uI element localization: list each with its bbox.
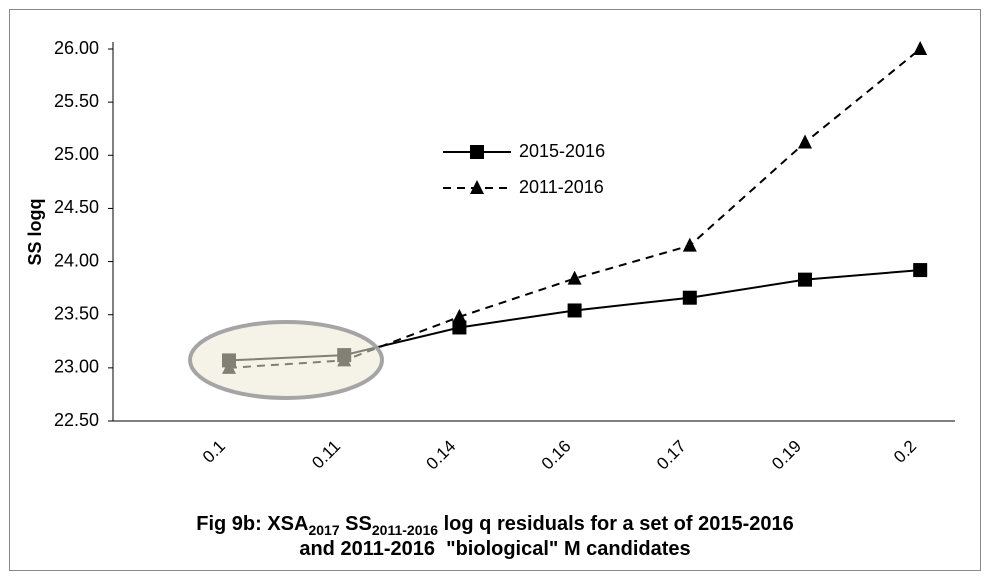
title-segment: log q residuals for a set of 2015-2016 bbox=[438, 513, 794, 535]
y-tick-label: 25.50 bbox=[54, 91, 99, 111]
legend-label: 2015-2016 bbox=[519, 141, 605, 161]
chart-title: Fig 9b: XSA2017 SS2011-2016 log q residu… bbox=[196, 513, 794, 560]
data-point bbox=[913, 263, 928, 278]
title-segment: SS bbox=[340, 513, 372, 535]
chart-frame bbox=[9, 9, 981, 571]
highlight-ellipse bbox=[188, 320, 384, 400]
y-tick-label: 23.00 bbox=[54, 357, 99, 377]
data-point bbox=[567, 270, 582, 285]
data-point bbox=[798, 272, 812, 287]
data-point bbox=[798, 134, 812, 149]
y-tick-label: 24.50 bbox=[54, 197, 99, 217]
data-point bbox=[567, 303, 582, 318]
title-line: Fig 9b: XSA2017 SS2011-2016 log q residu… bbox=[196, 513, 794, 538]
y-tick-label: 23.50 bbox=[54, 303, 99, 323]
data-point bbox=[913, 41, 928, 55]
y-tick-label: 25.00 bbox=[54, 144, 99, 164]
data-point bbox=[470, 180, 484, 194]
title-segment: 2011-2016 bbox=[372, 522, 438, 538]
data-point bbox=[682, 290, 697, 305]
legend-label: 2011-2016 bbox=[519, 177, 604, 197]
data-point bbox=[452, 320, 467, 335]
y-tick-label: 22.50 bbox=[54, 410, 99, 430]
data-point bbox=[682, 237, 697, 252]
data-point bbox=[470, 145, 484, 159]
y-tick-label: 24.00 bbox=[54, 250, 99, 270]
y-tick-label: 26.00 bbox=[54, 38, 99, 58]
title-line: and 2011-2016 "biological" M candidates bbox=[299, 538, 690, 560]
y-axis-title: SS logq bbox=[25, 199, 45, 266]
title-segment: Fig 9b: XSA bbox=[196, 513, 308, 535]
title-segment: 2017 bbox=[308, 522, 339, 538]
data-point bbox=[452, 308, 467, 323]
title-segment: and 2011-2016 "biological" M candidates bbox=[299, 538, 690, 560]
